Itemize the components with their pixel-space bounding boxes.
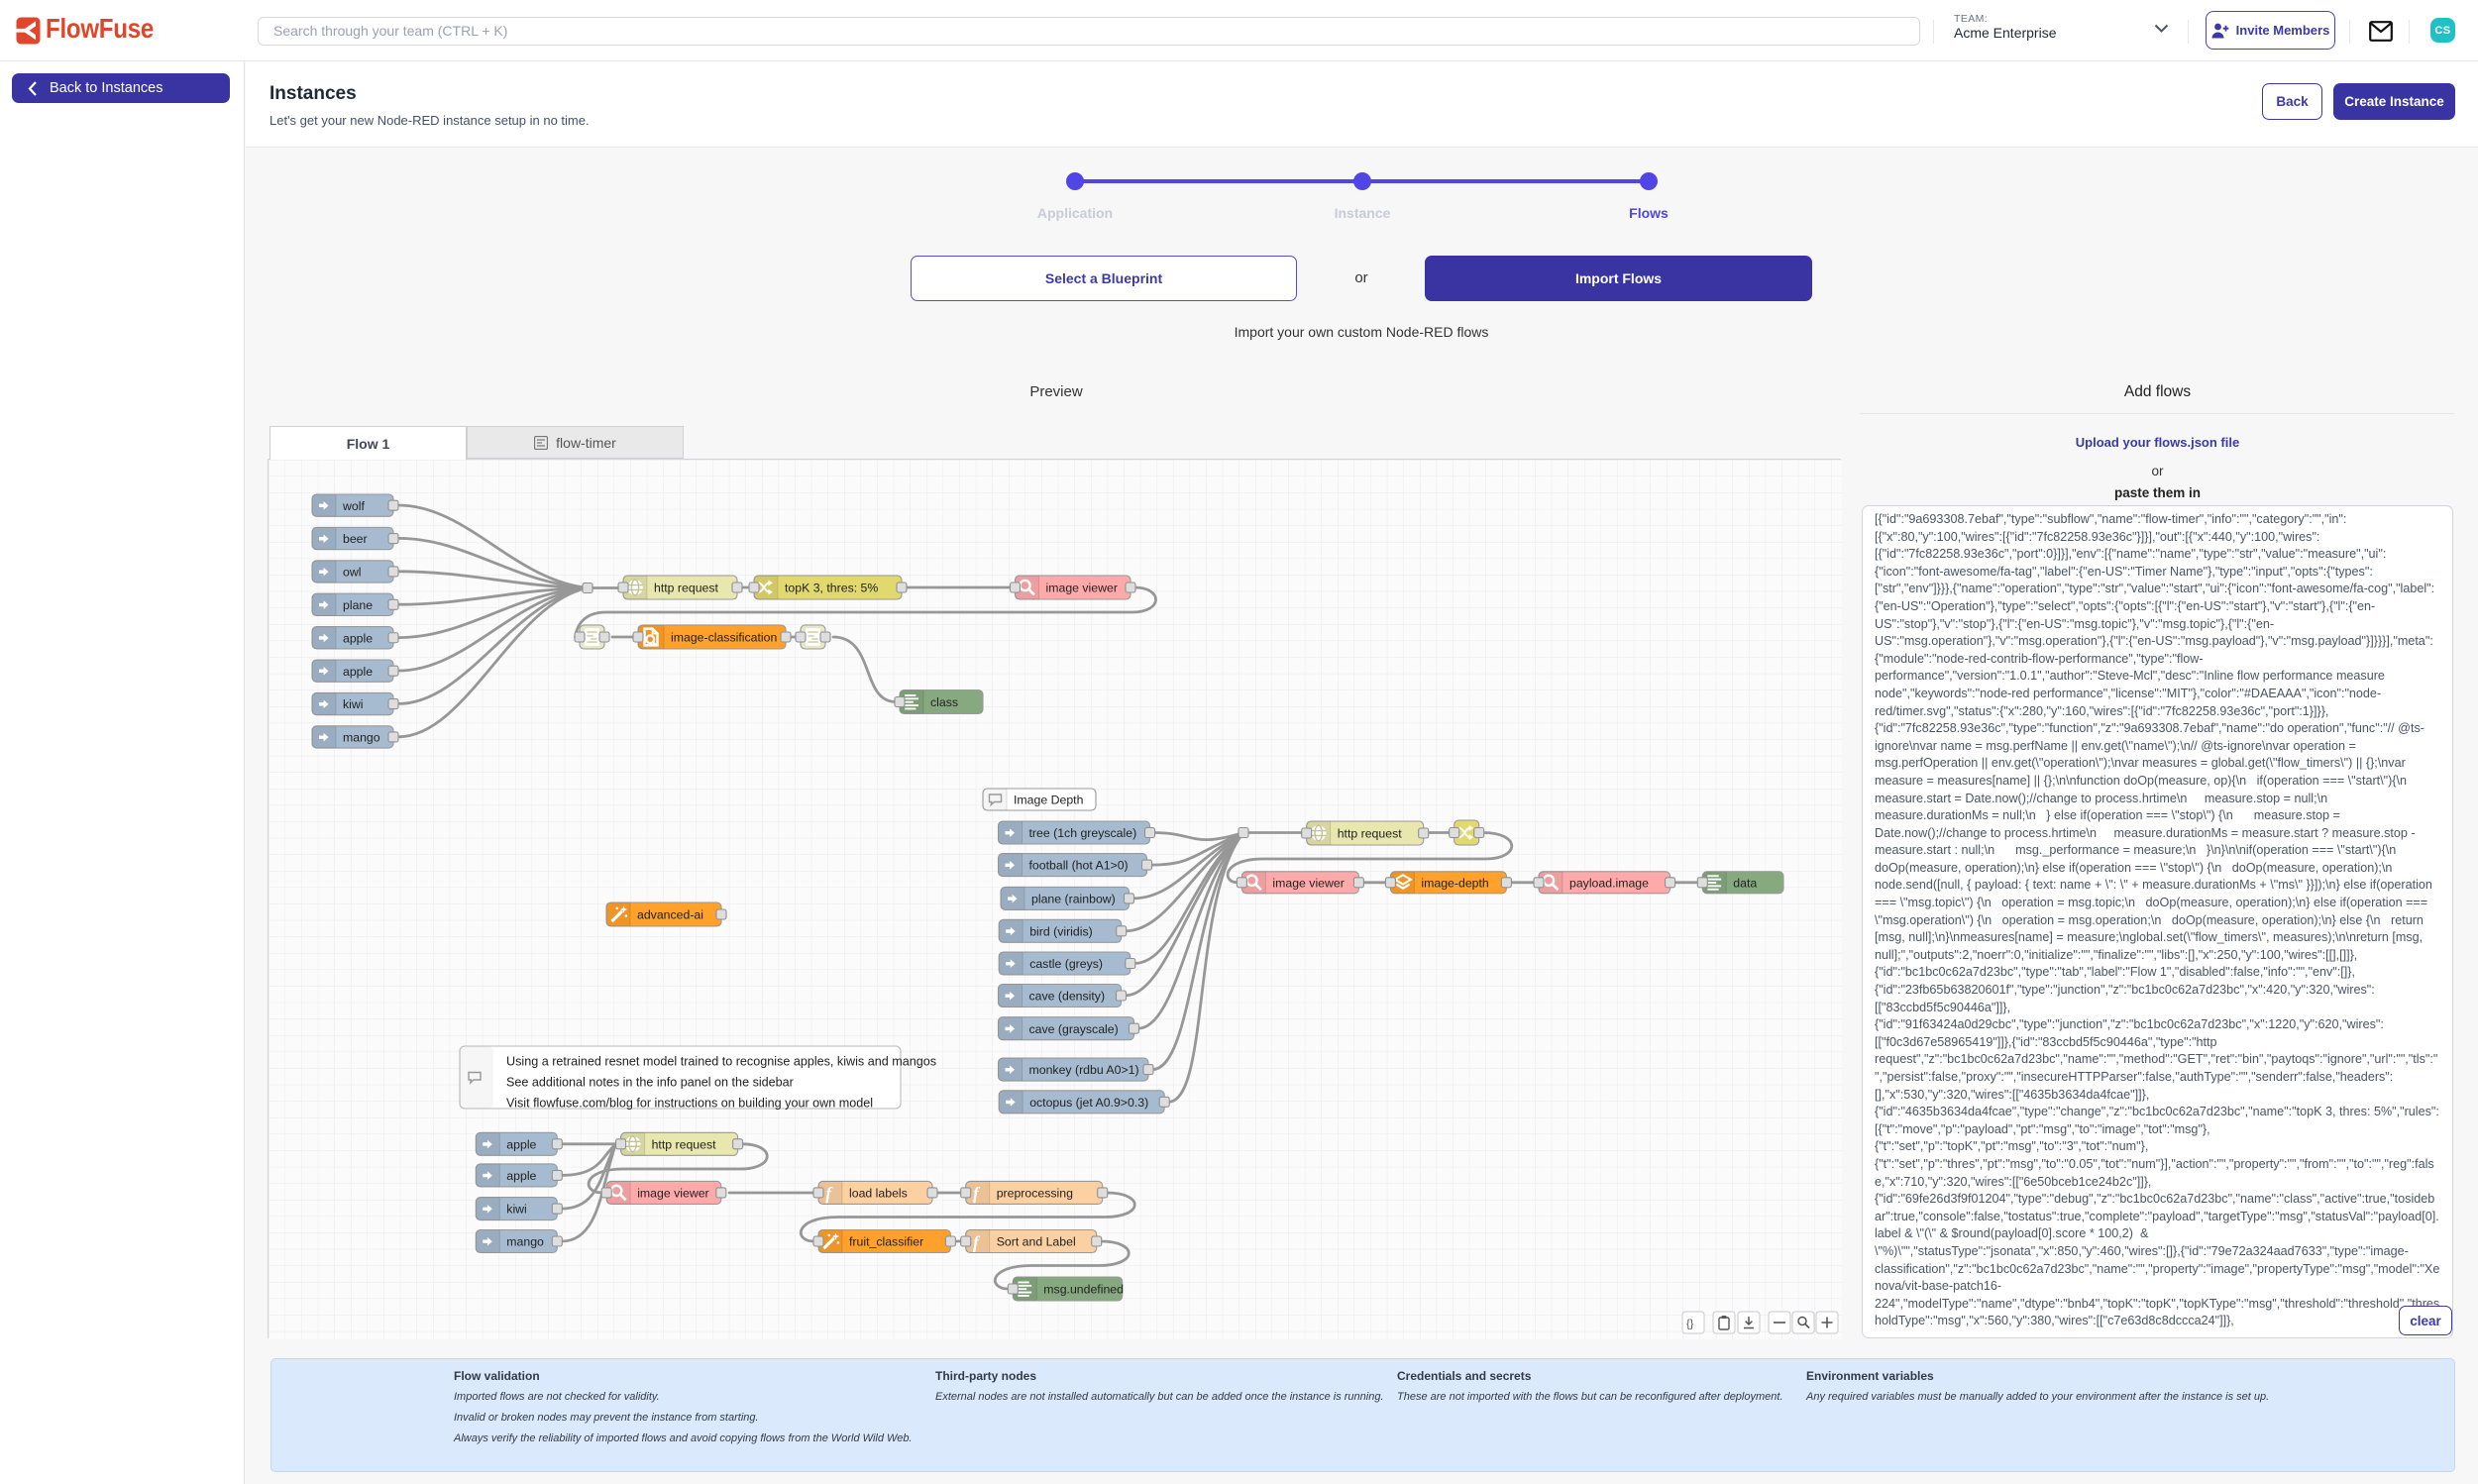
- svg-text:http request: http request: [654, 582, 719, 595]
- svg-text:f: f: [973, 1184, 981, 1204]
- svg-text:advanced-ai: advanced-ai: [637, 908, 703, 922]
- svg-text:Visit flowfuse.com/blog for in: Visit flowfuse.com/blog for instructions…: [506, 1097, 873, 1111]
- svg-text:apple: apple: [343, 665, 373, 679]
- svg-text:Sort and Label: Sort and Label: [997, 1235, 1076, 1249]
- svg-text:owl: owl: [343, 566, 361, 580]
- svg-text:image-classification: image-classification: [671, 631, 777, 645]
- svg-text:kiwi: kiwi: [343, 697, 364, 711]
- svg-text:preprocessing: preprocessing: [997, 1187, 1073, 1201]
- svg-text:apple: apple: [343, 631, 373, 645]
- svg-text:football (hot A1>0): football (hot A1>0): [1029, 859, 1129, 873]
- svg-text:mango: mango: [506, 1235, 544, 1249]
- svg-text:plane: plane: [343, 598, 373, 612]
- svg-text:f: f: [825, 1184, 833, 1204]
- svg-text:cave (density): cave (density): [1029, 990, 1106, 1004]
- svg-text:topK 3, thres: 5%: topK 3, thres: 5%: [785, 582, 878, 595]
- svg-text:Image Depth: Image Depth: [1014, 794, 1084, 807]
- svg-text:load labels: load labels: [849, 1187, 908, 1201]
- svg-text:mango: mango: [343, 731, 380, 745]
- svg-text:beer: beer: [343, 532, 368, 546]
- svg-text:tree (1ch greyscale): tree (1ch greyscale): [1029, 826, 1137, 840]
- svg-text:fruit_classifier: fruit_classifier: [849, 1235, 923, 1249]
- svg-text:{}: {}: [1686, 1319, 1694, 1330]
- svg-text:wolf: wolf: [342, 499, 365, 513]
- svg-text:monkey (rdbu A0>1): monkey (rdbu A0>1): [1029, 1063, 1139, 1077]
- svg-text:plane (rainbow): plane (rainbow): [1031, 893, 1116, 906]
- svg-text:msg.undefined: msg.undefined: [1043, 1283, 1124, 1297]
- svg-text:http request: http request: [1338, 827, 1403, 841]
- svg-text:See additional notes in the in: See additional notes in the info panel o…: [506, 1076, 794, 1090]
- svg-text:castle (greys): castle (greys): [1029, 957, 1103, 971]
- svg-text:kiwi: kiwi: [506, 1203, 527, 1217]
- svg-text:data: data: [1733, 876, 1757, 890]
- svg-text:bird (viridis): bird (viridis): [1029, 924, 1093, 938]
- svg-text:apple: apple: [506, 1169, 536, 1183]
- svg-text:octopus (jet A0.9>0.3): octopus (jet A0.9>0.3): [1029, 1096, 1148, 1110]
- svg-text:image viewer: image viewer: [1046, 582, 1118, 595]
- svg-text:class: class: [930, 695, 958, 709]
- svg-text:image viewer: image viewer: [1272, 876, 1344, 890]
- svg-text:apple: apple: [506, 1137, 536, 1151]
- svg-text:f: f: [973, 1232, 981, 1252]
- svg-text:image-depth: image-depth: [1421, 876, 1489, 890]
- svg-text:image viewer: image viewer: [637, 1187, 708, 1201]
- svg-text:Using a retrained resnet model: Using a retrained resnet model trained t…: [506, 1055, 936, 1069]
- svg-text:cave (grayscale): cave (grayscale): [1029, 1022, 1119, 1036]
- svg-text:http request: http request: [652, 1137, 717, 1151]
- svg-text:payload.image: payload.image: [1569, 876, 1649, 890]
